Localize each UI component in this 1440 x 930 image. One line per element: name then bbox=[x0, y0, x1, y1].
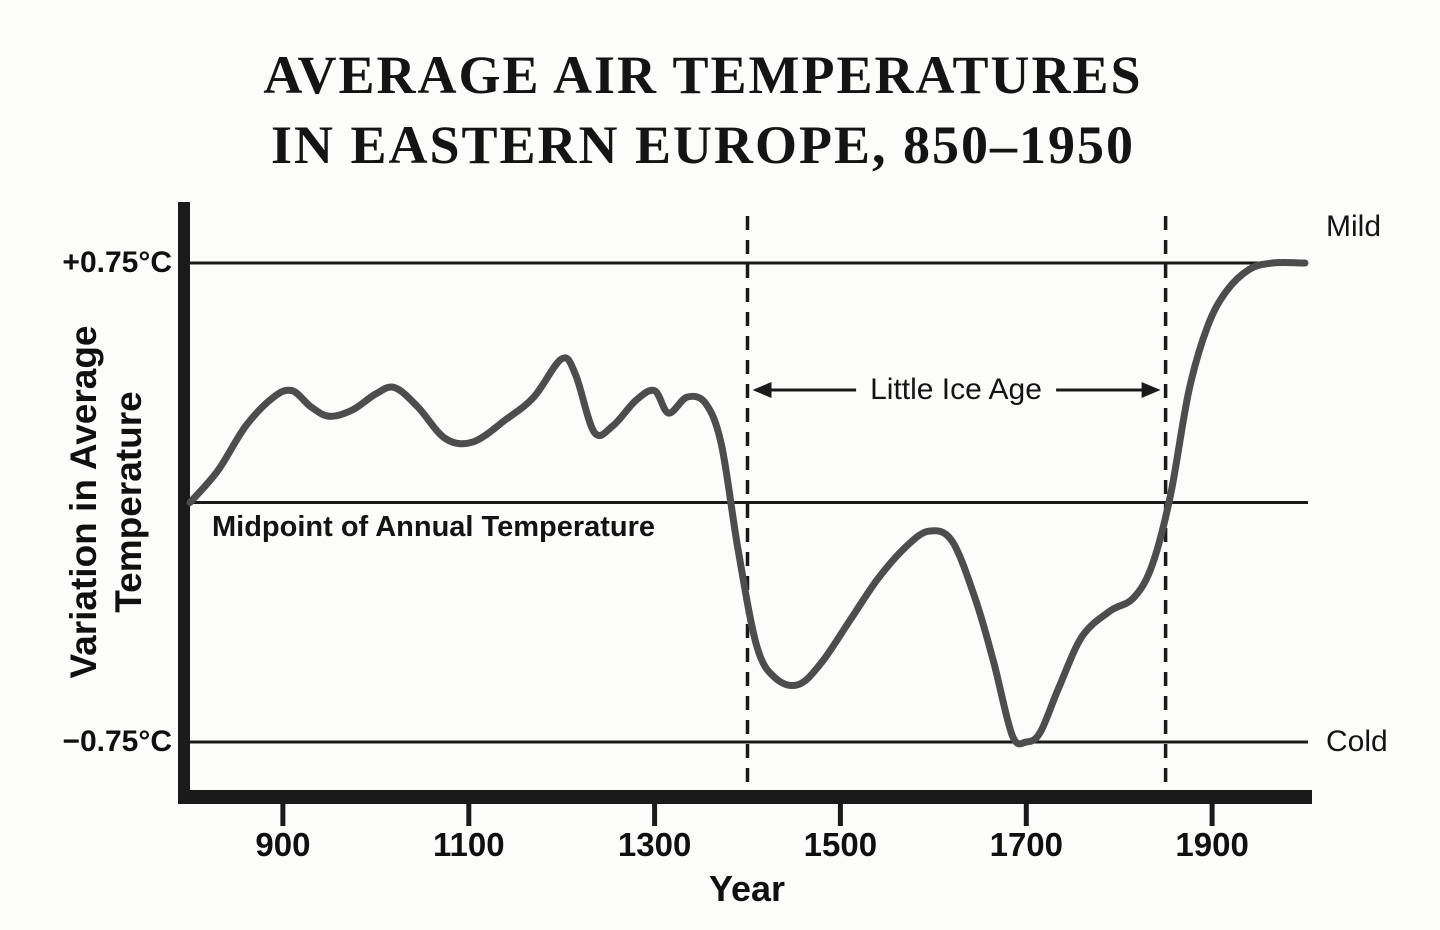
x-axis-title: Year bbox=[708, 868, 786, 909]
temperature-curve bbox=[186, 259, 1309, 748]
y-axis-title-line2: Temperature bbox=[108, 391, 149, 613]
little-ice-age-label: Little Ice Age bbox=[856, 373, 1056, 407]
chart-title-line2: IN EASTERN EUROPE, 850–1950 bbox=[270, 115, 1136, 176]
chart-title: AVERAGE AIR TEMPERATURES IN EASTERN EURO… bbox=[0, 40, 1406, 180]
y-axis-title-line1: Variation in Average bbox=[62, 325, 104, 679]
annotation-arrowhead-left bbox=[752, 382, 772, 398]
midpoint-line-label: Midpoint of Annual Temperature bbox=[212, 511, 656, 543]
y-tick-label-bottom: −0.75°C bbox=[62, 725, 172, 758]
annotation-arrowhead-right bbox=[1141, 382, 1161, 398]
chart-title-line1: AVERAGE AIR TEMPERATURES bbox=[263, 45, 1143, 105]
cold-label: Cold bbox=[1326, 725, 1388, 758]
mild-label: Mild bbox=[1326, 210, 1382, 243]
y-tick-label-top: +0.75°C bbox=[62, 246, 172, 279]
y-axis-title: Variation in Average Temperature bbox=[61, 326, 151, 679]
